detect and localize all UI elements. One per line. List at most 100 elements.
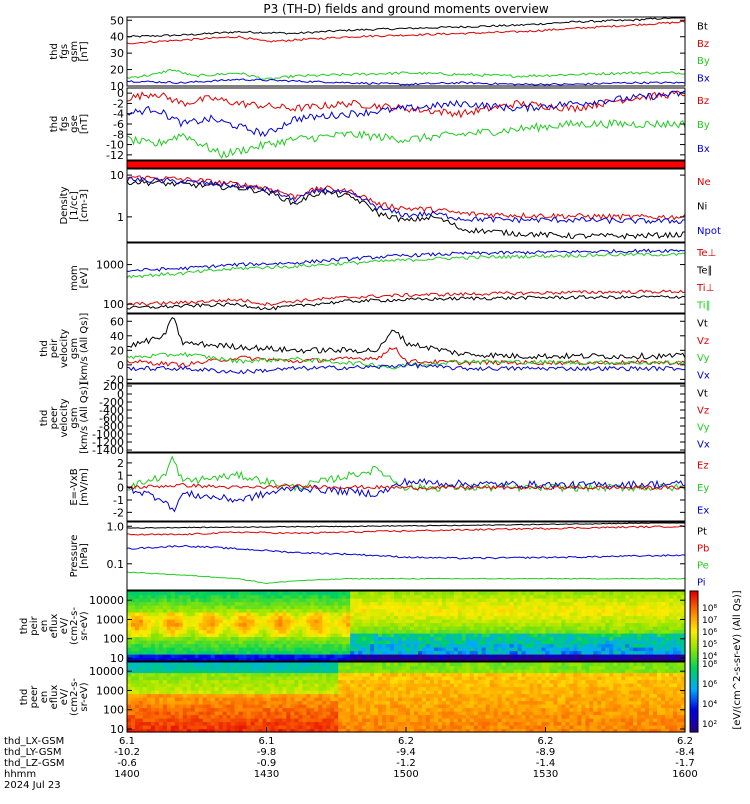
spectrogram-cell xyxy=(482,666,487,670)
spectrogram-cell xyxy=(550,626,555,630)
spectrogram-cell xyxy=(338,644,343,648)
spectrogram-cell xyxy=(155,644,160,648)
spectrogram-cell xyxy=(259,644,264,648)
spectrogram-cell xyxy=(569,609,574,613)
spectrogram-cell xyxy=(442,647,447,651)
spectrogram-cell xyxy=(494,687,499,691)
spectrogram-cell xyxy=(470,623,475,627)
spectrogram-cell xyxy=(637,612,642,616)
spectrogram-cell xyxy=(179,637,184,641)
spectrogram-cell xyxy=(426,595,431,599)
spectrogram-cell xyxy=(155,595,160,599)
spectrogram-cell xyxy=(506,630,511,634)
legend-pt: Pt xyxy=(697,527,707,538)
spectrogram-cell xyxy=(358,626,363,630)
spectrogram-cell xyxy=(370,619,375,623)
spectrogram-cell xyxy=(458,683,463,687)
spectrogram-cell xyxy=(282,704,287,708)
spectrogram-cell xyxy=(378,616,383,620)
spectrogram-cell xyxy=(442,722,447,726)
spectrogram-cell xyxy=(378,591,383,595)
spectrogram-cell xyxy=(350,694,355,698)
spectrogram-cell xyxy=(314,697,319,701)
spectrogram-cell xyxy=(438,605,443,609)
spectrogram-cell xyxy=(430,616,435,620)
spectrogram-cell xyxy=(318,630,323,634)
spectrogram-cell xyxy=(211,591,216,595)
spectrogram-cell xyxy=(298,711,303,715)
spectrogram-cell xyxy=(239,669,244,673)
spectrogram-cell xyxy=(478,591,483,595)
spectrogram-cell xyxy=(147,644,152,648)
spectrogram-cell xyxy=(290,637,295,641)
spectrogram-cell xyxy=(219,616,224,620)
spectrogram-cell xyxy=(398,697,403,701)
spectrogram-cell xyxy=(183,687,188,691)
spectrogram-cell xyxy=(482,651,487,655)
spectrogram-cell xyxy=(490,701,495,705)
spectrogram-cell xyxy=(498,722,503,726)
spectrogram-cell xyxy=(486,616,491,620)
spectrogram-cell xyxy=(506,683,511,687)
spectrogram-cell xyxy=(239,647,244,651)
spectrogram-cell xyxy=(207,697,212,701)
spectrogram-cell xyxy=(159,602,164,606)
spectrogram-cell xyxy=(151,666,156,670)
spectrogram-cell xyxy=(179,647,184,651)
spectrogram-cell xyxy=(386,595,391,599)
spectrogram-cell xyxy=(179,687,184,691)
spectrogram-cell xyxy=(486,708,491,712)
spectrogram-cell xyxy=(163,673,168,677)
spectrogram-cell xyxy=(466,673,471,677)
spectrogram-cell xyxy=(318,598,323,602)
spectrogram-cell xyxy=(203,623,208,627)
spectrogram-cell xyxy=(255,687,260,691)
spectrogram-cell xyxy=(135,626,140,630)
spectrogram-cell xyxy=(326,640,331,644)
spectrogram-cell xyxy=(255,725,260,729)
spectrogram-cell xyxy=(546,626,551,630)
spectrogram-cell xyxy=(151,718,156,722)
spectrogram-cell xyxy=(159,697,164,701)
spectrogram-cell xyxy=(243,694,248,698)
spectrogram-cell xyxy=(410,640,415,644)
spectrogram-cell xyxy=(207,662,212,666)
y-axis-label: [km/s (All Qs)] xyxy=(79,313,90,385)
spectrogram-cell xyxy=(617,605,622,609)
spectrogram-cell xyxy=(211,697,216,701)
spectrogram-cell xyxy=(151,616,156,620)
spectrogram-cell xyxy=(231,602,236,606)
spectrogram-cell xyxy=(454,694,459,698)
spectrogram-cell xyxy=(494,676,499,680)
spectrogram-cell xyxy=(657,623,662,627)
spectrogram-cell xyxy=(621,591,626,595)
series-line-te_perp xyxy=(127,290,685,305)
spectrogram-cell xyxy=(478,626,483,630)
spectrogram-cell xyxy=(414,701,419,705)
spectrogram-cell xyxy=(649,633,654,637)
spectrogram-cell xyxy=(163,623,168,627)
spectrogram-cell xyxy=(239,697,244,701)
spectrogram-cell xyxy=(267,683,272,687)
spectrogram-cell xyxy=(462,718,467,722)
spectrogram-cell xyxy=(259,704,264,708)
spectrogram-cell xyxy=(267,715,272,719)
spectrogram-cell xyxy=(155,633,160,637)
spectrogram-cell xyxy=(342,647,347,651)
spectrogram-cell xyxy=(494,701,499,705)
spectrogram-cell xyxy=(282,623,287,627)
spectrogram-cell xyxy=(151,715,156,719)
spectrogram-cell xyxy=(199,605,204,609)
spectrogram-cell xyxy=(466,711,471,715)
spectrogram-cell xyxy=(506,704,511,708)
spectrogram-cell xyxy=(263,612,268,616)
spectrogram-cell xyxy=(645,595,650,599)
spectrogram-cell xyxy=(458,623,463,627)
spectrogram-cell xyxy=(466,701,471,705)
spectrogram-cell xyxy=(410,694,415,698)
spectrogram-cell xyxy=(302,711,307,715)
spectrogram-cell xyxy=(330,687,335,691)
spectrogram-cell xyxy=(406,644,411,648)
spectrogram-cell xyxy=(470,673,475,677)
